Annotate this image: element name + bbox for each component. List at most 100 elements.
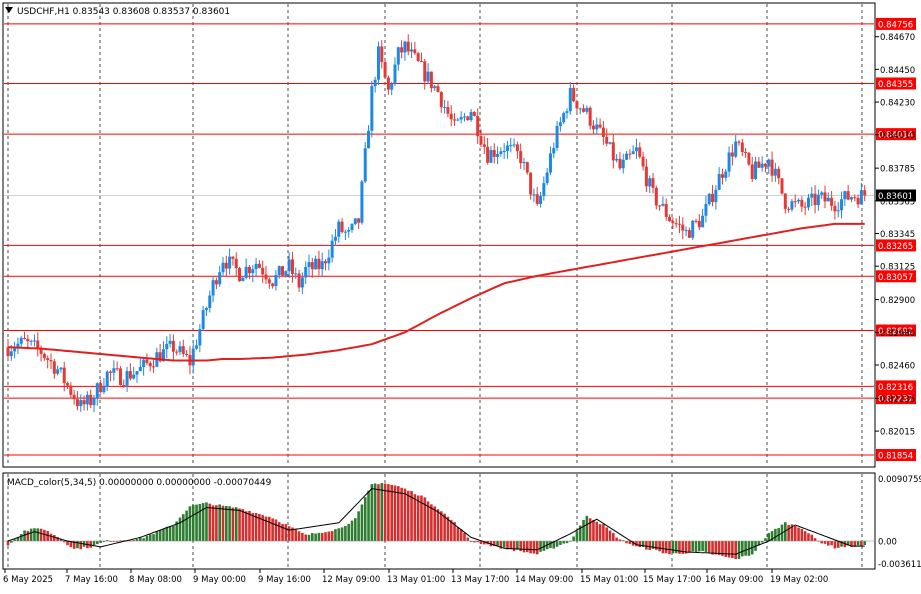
macd-histogram-bar — [304, 534, 307, 542]
macd-histogram-bar — [463, 532, 466, 542]
candle-body — [846, 191, 850, 200]
macd-histogram-bar — [492, 541, 496, 546]
current-price-tag — [876, 189, 916, 202]
candle-body — [803, 206, 807, 208]
time-axis-label: 13 May 17:00 — [451, 575, 509, 585]
candle-body — [267, 279, 271, 284]
macd-histogram-bar — [641, 541, 645, 548]
price-level-label: 0.82316 — [878, 383, 913, 393]
candle-body — [856, 197, 860, 205]
moving-average-line[interactable] — [7, 222, 865, 362]
macd-histogram-bar — [449, 520, 453, 542]
time-axis-label: 16 May 09:00 — [705, 575, 763, 585]
candle-body — [247, 266, 251, 274]
macd-histogram-bar — [168, 525, 172, 542]
price-axis-label: 0.82900 — [880, 296, 915, 306]
candle-body — [198, 329, 202, 346]
candle-body — [426, 71, 430, 82]
macd-histogram-bar — [218, 504, 221, 542]
macd-histogram-bar — [363, 497, 367, 542]
candle-body — [701, 215, 705, 228]
macd-histogram-bar — [830, 541, 833, 546]
candle-body — [284, 271, 288, 276]
macd-histogram-bar — [287, 526, 291, 542]
macd-histogram-bar — [784, 522, 787, 542]
price-axis-label: 0.82235 — [880, 395, 915, 405]
candle-body — [591, 125, 595, 130]
macd-histogram-bar — [668, 541, 671, 555]
candle-body — [138, 366, 142, 372]
candle-body — [49, 360, 53, 362]
macd-histogram-bar — [139, 537, 142, 542]
candle-body — [575, 101, 579, 109]
candle-body — [562, 112, 566, 123]
macd-histogram-bar — [542, 541, 546, 551]
candle-body — [32, 340, 36, 342]
macd-histogram-bar — [410, 491, 413, 542]
macd-histogram-bar — [820, 541, 823, 544]
candle-body — [572, 87, 576, 102]
candle-body — [297, 273, 301, 288]
candle-body — [109, 371, 113, 373]
candle-body — [439, 91, 443, 108]
candle-body — [826, 197, 830, 202]
candle-body — [161, 349, 165, 362]
macd-histogram-bar — [172, 525, 175, 542]
price-level-tag — [876, 324, 916, 337]
candle-body — [29, 340, 33, 342]
candle-body — [582, 108, 586, 112]
candle-body — [539, 196, 543, 204]
macd-histogram-bar — [66, 541, 69, 546]
macd-signal-line[interactable] — [7, 488, 865, 555]
macd-histogram-bar — [6, 541, 10, 546]
macd-histogram-bar — [807, 533, 810, 542]
candle-body — [436, 86, 440, 92]
candle-body — [833, 205, 837, 212]
macd-histogram-bar — [440, 511, 443, 542]
macd-histogram-bar — [529, 541, 532, 554]
macd-histogram-bar — [145, 536, 149, 542]
macd-axis[interactable]: 0.0090759 0.00 -0.0036112 — [878, 475, 921, 570]
macd-histogram-bar — [476, 541, 479, 543]
candle-body — [618, 158, 622, 169]
candle-body — [241, 277, 245, 282]
candle-body — [158, 352, 162, 362]
macd-histogram-bar — [221, 505, 225, 542]
candle-body — [608, 142, 612, 144]
symbol-info: USDCHF,H1 0.83543 0.83608 0.83537 0.8360… — [17, 7, 230, 17]
macd-histogram-bar — [334, 529, 337, 542]
candle-body — [605, 136, 609, 144]
macd-histogram-bar — [96, 541, 99, 545]
macd-histogram-bar — [694, 541, 698, 552]
candle-body — [16, 343, 20, 349]
candle-body — [496, 154, 500, 157]
macd-histogram-bar — [19, 534, 23, 542]
candle-body — [370, 86, 374, 131]
candle-body — [324, 261, 328, 264]
macd-histogram-bar — [483, 541, 486, 545]
candle-body — [419, 60, 423, 62]
macd-histogram-bar — [251, 513, 255, 542]
horizontal-levels: 0.84756 0.84355 0.84014 0.83265 0.83057 0.826… — [4, 17, 916, 462]
macd-histogram-bar — [727, 541, 731, 558]
macd-histogram-bar — [559, 541, 562, 545]
price-panel-frame — [2, 2, 876, 468]
macd-histogram-bar — [122, 540, 126, 542]
time-axis-label: 13 May 01:00 — [387, 575, 445, 585]
macd-histogram-bar — [234, 507, 238, 542]
time-axis[interactable]: 6 May 2025 7 May 16:00 8 May 08:00 9 May 00… — [3, 569, 828, 585]
candle-body — [79, 400, 83, 407]
macd-histogram-bar — [337, 528, 341, 542]
candle-body — [343, 231, 347, 233]
candle-body — [595, 124, 599, 130]
macd-histogram-bar — [297, 531, 301, 542]
price-axis[interactable]: 0.84670 0.84450 0.84230 0.84010 0.83785 0.835… — [875, 33, 915, 438]
macd-histogram-bar — [552, 541, 556, 549]
candle-body — [132, 374, 136, 379]
price-axis-label: 0.82015 — [880, 428, 915, 438]
candle-body — [99, 383, 103, 393]
candle-body — [767, 159, 771, 167]
chart-menu-triangle-icon[interactable] — [5, 7, 13, 13]
